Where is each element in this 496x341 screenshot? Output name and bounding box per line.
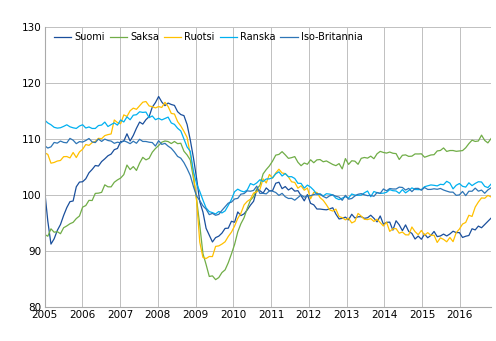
Ruotsi: [42, 151, 48, 155]
Ruotsi: [263, 181, 269, 185]
Iso-Britannia: [213, 213, 219, 217]
Ruotsi: [282, 172, 288, 176]
Ranska: [444, 179, 450, 183]
Line: Iso-Britannia: Iso-Britannia: [45, 138, 491, 215]
Ruotsi: [143, 100, 149, 104]
Suomi: [42, 188, 48, 192]
Iso-Britannia: [67, 136, 73, 140]
Ranska: [488, 182, 494, 186]
Legend: Suomi, Saksa, Ruotsi, Ranska, Iso-Britannia: Suomi, Saksa, Ruotsi, Ranska, Iso-Britan…: [54, 32, 363, 42]
Saksa: [279, 150, 285, 154]
Suomi: [488, 216, 494, 220]
Line: Saksa: Saksa: [45, 135, 491, 280]
Ranska: [282, 172, 288, 176]
Suomi: [263, 186, 269, 190]
Saksa: [213, 278, 219, 282]
Suomi: [339, 216, 345, 220]
Ranska: [136, 110, 142, 114]
Ruotsi: [181, 129, 187, 133]
Saksa: [488, 136, 494, 140]
Ruotsi: [488, 195, 494, 199]
Saksa: [42, 232, 48, 236]
Ruotsi: [339, 216, 345, 220]
Suomi: [184, 122, 190, 127]
Saksa: [440, 146, 446, 150]
Suomi: [156, 94, 162, 99]
Ranska: [339, 196, 345, 200]
Line: Ranska: Ranska: [45, 112, 491, 214]
Ruotsi: [203, 256, 209, 261]
Ruotsi: [444, 240, 450, 244]
Ranska: [330, 193, 336, 197]
Line: Suomi: Suomi: [45, 97, 491, 244]
Saksa: [260, 172, 266, 176]
Ranska: [213, 212, 219, 216]
Ranska: [42, 118, 48, 122]
Iso-Britannia: [339, 198, 345, 202]
Iso-Britannia: [488, 186, 494, 190]
Line: Ruotsi: Ruotsi: [45, 102, 491, 258]
Ruotsi: [330, 209, 336, 213]
Saksa: [326, 161, 332, 165]
Iso-Britannia: [330, 193, 336, 197]
Saksa: [479, 133, 485, 137]
Suomi: [444, 234, 450, 238]
Iso-Britannia: [444, 189, 450, 193]
Suomi: [48, 242, 54, 246]
Ranska: [181, 137, 187, 141]
Iso-Britannia: [181, 161, 187, 165]
Iso-Britannia: [42, 144, 48, 148]
Suomi: [330, 206, 336, 210]
Saksa: [336, 162, 342, 166]
Suomi: [282, 184, 288, 189]
Iso-Britannia: [263, 192, 269, 196]
Saksa: [178, 141, 184, 145]
Iso-Britannia: [282, 195, 288, 199]
Ranska: [263, 177, 269, 181]
